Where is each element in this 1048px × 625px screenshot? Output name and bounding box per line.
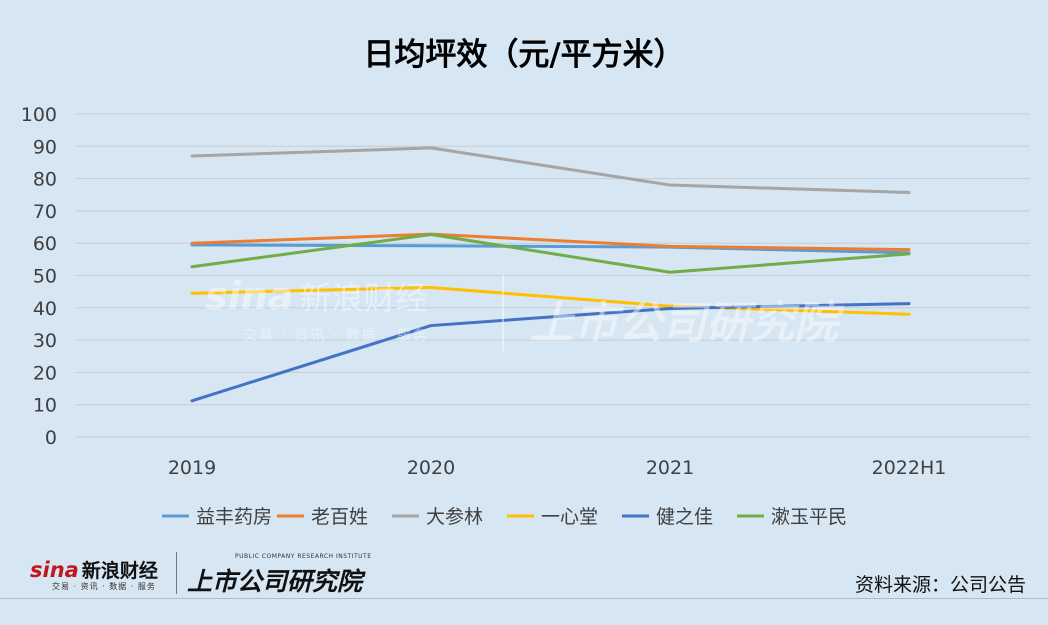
- y-tick-label: 90: [33, 136, 57, 158]
- logo-divider: [176, 552, 177, 594]
- y-tick-label: 40: [33, 298, 57, 320]
- footer-divider: [0, 598, 1048, 599]
- series-line-益丰药房: [190, 243, 911, 255]
- legend-label: 漱玉平民: [771, 506, 847, 528]
- source-note: 资料来源：公司公告: [854, 574, 1026, 596]
- series-line-老百姓: [190, 232, 911, 252]
- x-tick-label: 2020: [407, 457, 455, 479]
- chart-title: 日均坪效（元/平方米）: [363, 37, 684, 73]
- x-tick-label: 2019: [168, 457, 216, 479]
- series-line-健之佳: [190, 302, 911, 403]
- y-axis-ticks: 0 10 20 30 40 50 60 70 80 90 100: [21, 104, 57, 449]
- y-tick-label: 80: [33, 169, 57, 191]
- series-line-大参林: [190, 146, 911, 194]
- legend: 益丰药房 老百姓 大参林 一心堂 健之佳 漱玉平民: [162, 506, 847, 528]
- legend-label: 一心堂: [541, 506, 598, 528]
- y-tick-label: 50: [33, 266, 57, 288]
- y-tick-label: 30: [33, 330, 57, 352]
- legend-label: 健之佳: [656, 506, 713, 528]
- series-lines: [190, 146, 911, 403]
- footer-logo: sina 新浪财经 交易 · 资讯 · 数据 · 服务 PUBLIC COMPAN…: [30, 552, 380, 596]
- x-tick-label: 2021: [646, 457, 694, 479]
- legend-label: 益丰药房: [196, 506, 272, 528]
- y-tick-label: 0: [45, 427, 57, 449]
- institute-english-name: PUBLIC COMPANY RESEARCH INSTITUTE: [235, 553, 372, 560]
- legend-label: 大参林: [426, 506, 483, 528]
- institute-logo: 上市公司研究院: [187, 567, 363, 596]
- x-axis-ticks: 2019 2020 2021 2022H1: [168, 457, 947, 479]
- y-tick-label: 20: [33, 362, 57, 384]
- series-line-一心堂: [190, 285, 911, 316]
- sina-tagline: 交易 · 资讯 · 数据 · 服务: [52, 582, 156, 591]
- y-tick-label: 70: [33, 201, 57, 223]
- y-tick-label: 60: [33, 233, 57, 255]
- legend-label: 老百姓: [311, 506, 368, 528]
- series-line-漱玉平民: [190, 232, 911, 274]
- gridlines: [75, 113, 1030, 438]
- y-tick-label: 10: [33, 395, 57, 417]
- x-tick-label: 2022H1: [872, 457, 947, 479]
- y-tick-label: 100: [21, 104, 57, 126]
- sina-finance-logo: sina 新浪财经: [30, 558, 158, 582]
